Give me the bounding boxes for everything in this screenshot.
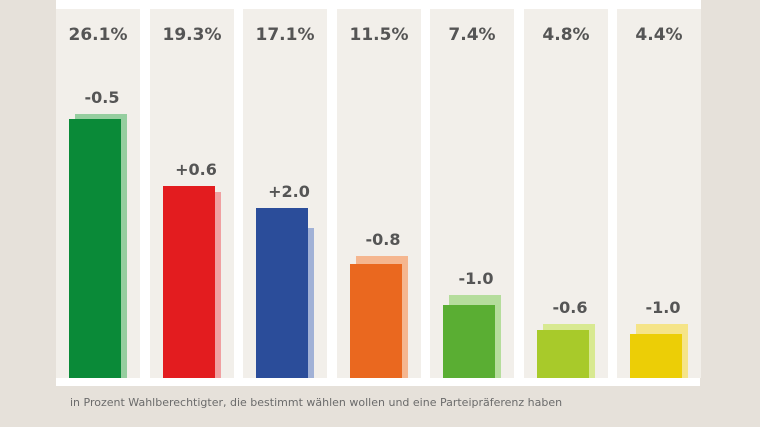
column-top (56, 0, 140, 9)
bar-2 (163, 186, 215, 378)
value-label-1: 26.1% (68, 25, 128, 45)
column-6 (524, 0, 608, 378)
change-label-2: +0.6 (175, 160, 217, 180)
change-label-3: +2.0 (268, 182, 310, 202)
value-label-7: 4.4% (635, 25, 683, 45)
value-label-2: 19.3% (162, 25, 222, 45)
value-label-6: 4.8% (542, 25, 590, 45)
column-top (524, 0, 608, 9)
value-label-5: 7.4% (448, 25, 496, 45)
change-label-7: -1.0 (645, 298, 681, 318)
change-label-5: -1.0 (458, 268, 494, 288)
bar-6 (537, 330, 589, 378)
bar-7 (630, 334, 682, 378)
value-label-4: 11.5% (349, 25, 409, 45)
change-label-4: -0.8 (365, 229, 401, 249)
bar-1 (69, 118, 121, 378)
column-top (243, 0, 327, 9)
column-top (430, 0, 514, 9)
column-7 (617, 0, 701, 378)
bar-3 (256, 208, 308, 378)
change-label-1: -0.5 (84, 87, 120, 107)
footnote: in Prozent Wahlberechtigter, die bestimm… (70, 396, 563, 409)
bar-4 (350, 263, 402, 378)
column-top (337, 0, 421, 9)
column-top (617, 0, 701, 9)
value-label-3: 17.1% (255, 25, 315, 45)
column-top (150, 0, 234, 9)
bar-5 (443, 304, 495, 378)
change-label-6: -0.6 (552, 298, 588, 318)
